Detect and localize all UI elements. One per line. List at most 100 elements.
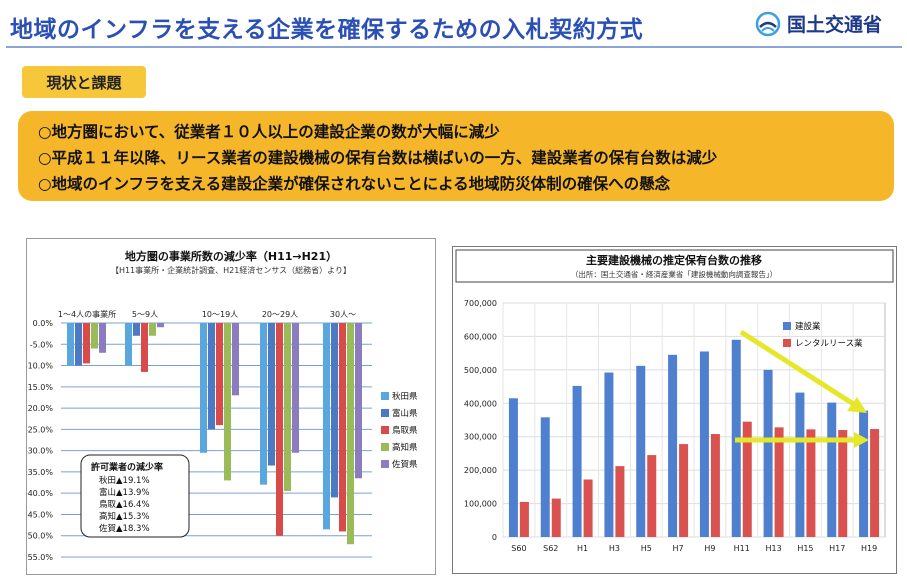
bar (859, 410, 869, 537)
bar (292, 323, 299, 453)
category-label: 10～19人 (202, 310, 238, 319)
legend-swatch (783, 339, 791, 347)
x-tick-label: H15 (797, 544, 813, 553)
bar (75, 323, 82, 366)
trend-arrow-flat-head (854, 432, 869, 448)
bar (870, 429, 880, 537)
legend-label: 秋田県 (392, 391, 418, 402)
legend-swatch (381, 460, 389, 468)
chart-subtitle: 【H11事業所・企業統計調査、H21経済センサス（総務省）より】 (111, 265, 351, 275)
summary-bullet: ○平成１１年以降、リース業者の建設機械の保有台数は横ばいの一方、建設業者の保有台… (38, 149, 718, 167)
x-tick-label: H17 (829, 544, 845, 553)
y-tick-label: 700,000 (464, 299, 497, 308)
y-tick-label: 400,000 (464, 399, 497, 408)
x-tick-label: H7 (673, 544, 684, 553)
bar (208, 323, 215, 430)
machine-holdings-chart: 主要建設機械の推定保有台数の推移 （出所：国土交通省・経済産業省「建設機械動向調査… (452, 246, 897, 574)
legend-swatch (783, 322, 791, 330)
y-tick-label: 0 (492, 533, 497, 542)
bar (710, 434, 720, 537)
bar (508, 398, 518, 537)
bar (216, 323, 223, 426)
y-tick-label: -55.0% (27, 553, 53, 562)
page-title: 地域のインフラを支える企業を確保するための入札契約方式 (10, 17, 644, 43)
x-tick-label: H5 (641, 544, 652, 553)
bar (699, 351, 709, 537)
office-decline-chart-svg: 地方圏の事業所数の減少率（H11→H21） 【H11事業所・企業統計調査、H21経… (25, 249, 418, 562)
bar (583, 479, 593, 537)
bar (636, 365, 646, 537)
legend-label: 鳥取県 (392, 425, 418, 436)
trend-arrow-down (739, 329, 857, 408)
bar (232, 323, 239, 396)
chart-title: 主要建設機械の推定保有台数の推移 (586, 253, 762, 267)
category-label: 30人～ (330, 310, 356, 319)
legend-swatch (381, 426, 389, 434)
bar (67, 323, 74, 366)
x-tick-label: S62 (543, 544, 558, 553)
y-tick-label: -25.0% (27, 425, 53, 434)
bar (838, 430, 848, 537)
ministry-logo: 国土交通省 (755, 10, 882, 37)
annotation-row: 富山▲13.9% (99, 487, 150, 498)
bar (519, 501, 529, 537)
bar (99, 323, 106, 353)
y-tick-label: 100,000 (464, 500, 497, 509)
y-tick-label: -15.0% (27, 383, 53, 392)
bar (133, 323, 140, 336)
bar (149, 323, 156, 336)
y-tick-label: 0.0% (33, 319, 54, 328)
bar (572, 385, 582, 537)
y-tick-label: 500,000 (464, 366, 497, 375)
bar (200, 323, 207, 453)
bar (260, 323, 267, 485)
bar (276, 323, 283, 536)
y-tick-label: -20.0% (27, 404, 53, 413)
annotation-box (80, 454, 190, 538)
y-tick-label: -45.0% (27, 510, 53, 519)
ministry-name: 国土交通省 (787, 14, 883, 36)
bar (615, 466, 625, 537)
summary-banner: ○地方圏において、従業者１０人以上の建設企業の数が大幅に減少 ○平成１１年以降、… (18, 111, 894, 201)
x-tick-label: H3 (609, 544, 620, 553)
y-tick-label: -10.0% (27, 362, 53, 371)
bar (91, 323, 98, 349)
mlit-logo-icon (755, 11, 781, 36)
y-tick-label: -5.0% (30, 340, 54, 349)
bar (268, 323, 275, 466)
trend-arrow-down-head (847, 397, 867, 413)
bar (339, 323, 346, 532)
category-label: 5～9人 (132, 310, 158, 319)
bar (551, 498, 561, 537)
bar (763, 369, 773, 537)
x-tick-label: H19 (861, 544, 877, 553)
annotation-row: 鳥取▲16.4% (99, 499, 150, 510)
summary-bullet: ○地域のインフラを支える建設企業が確保されないことによる地域防災体制の確保への懸… (38, 175, 671, 193)
bar (347, 323, 354, 545)
bar (668, 354, 678, 537)
y-tick-label: -40.0% (27, 489, 53, 498)
bar (323, 323, 330, 530)
annotation-row: 佐賀▲18.3% (99, 523, 150, 534)
chart-title-box (455, 249, 894, 283)
legend-label: 高知県 (392, 442, 418, 453)
y-tick-label: 600,000 (464, 332, 497, 341)
bar (141, 323, 148, 372)
y-tick-label: 300,000 (464, 433, 497, 442)
bar (806, 429, 816, 537)
category-label: 20～29人 (262, 310, 298, 319)
x-tick-label: H11 (734, 544, 750, 553)
bar (647, 455, 657, 537)
annotation-row: 秋田▲19.1% (99, 475, 150, 486)
machine-holdings-chart-svg: 主要建設機械の推定保有台数の推移 （出所：国土交通省・経済産業省「建設機械動向調査… (455, 249, 894, 553)
legend-swatch (381, 443, 389, 451)
legend-label: 富山県 (392, 408, 418, 419)
y-tick-label: 200,000 (464, 466, 497, 475)
bar (679, 444, 689, 537)
bar (774, 427, 784, 537)
legend-label: 佐賀県 (392, 459, 418, 470)
legend-swatch (381, 392, 389, 400)
title-divider (6, 46, 902, 48)
legend-label: レンタルリース業 (795, 338, 863, 349)
bar (284, 323, 291, 492)
